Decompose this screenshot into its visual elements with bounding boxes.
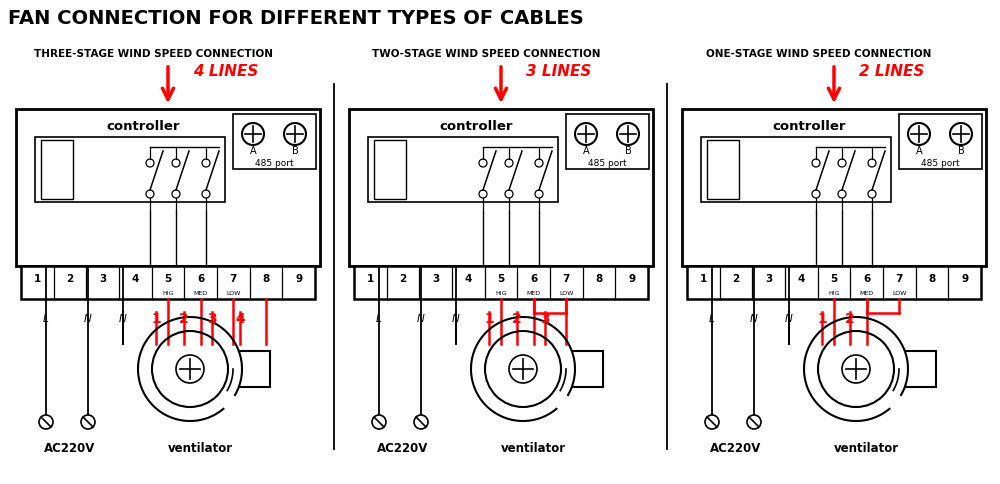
- Text: 4: 4: [235, 312, 245, 326]
- Text: 3: 3: [432, 273, 439, 284]
- FancyBboxPatch shape: [707, 140, 739, 199]
- Text: 8: 8: [595, 273, 603, 284]
- FancyBboxPatch shape: [566, 114, 649, 169]
- Text: MED: MED: [527, 291, 541, 296]
- Text: 1: 1: [367, 273, 374, 284]
- Text: HIG: HIG: [828, 291, 840, 296]
- Text: N: N: [417, 314, 425, 324]
- Text: L: L: [376, 314, 382, 324]
- Text: 1: 1: [700, 273, 707, 284]
- Text: 5: 5: [497, 273, 505, 284]
- FancyBboxPatch shape: [899, 114, 982, 169]
- Text: 3: 3: [540, 312, 550, 326]
- FancyBboxPatch shape: [374, 140, 406, 199]
- Text: B: B: [625, 146, 631, 156]
- FancyBboxPatch shape: [368, 137, 558, 202]
- Text: 9: 9: [961, 273, 968, 284]
- FancyBboxPatch shape: [687, 266, 981, 299]
- Text: AC220V: AC220V: [710, 442, 762, 455]
- FancyBboxPatch shape: [701, 137, 891, 202]
- Text: 4: 4: [798, 273, 805, 284]
- Text: 6: 6: [530, 273, 537, 284]
- Text: 485 port: 485 port: [588, 158, 626, 167]
- Text: 4 LINES: 4 LINES: [193, 64, 259, 79]
- Text: ventilator: ventilator: [500, 442, 566, 455]
- Text: 4: 4: [465, 273, 472, 284]
- FancyBboxPatch shape: [233, 114, 316, 169]
- Text: 1: 1: [817, 312, 827, 326]
- FancyBboxPatch shape: [354, 266, 648, 299]
- Text: 8: 8: [928, 273, 936, 284]
- Text: AC220V: AC220V: [377, 442, 429, 455]
- Text: 3: 3: [765, 273, 772, 284]
- Text: N: N: [452, 314, 460, 324]
- Text: MED: MED: [194, 291, 208, 296]
- Text: 1: 1: [484, 312, 494, 326]
- Text: 7: 7: [563, 273, 570, 284]
- Text: 7: 7: [230, 273, 237, 284]
- FancyBboxPatch shape: [21, 266, 315, 299]
- Text: A: A: [583, 146, 589, 156]
- Text: 7: 7: [896, 273, 903, 284]
- Text: AC220V: AC220V: [44, 442, 96, 455]
- Text: FAN CONNECTION FOR DIFFERENT TYPES OF CABLES: FAN CONNECTION FOR DIFFERENT TYPES OF CA…: [8, 10, 584, 29]
- Text: HIG: HIG: [162, 291, 174, 296]
- Text: 9: 9: [628, 273, 635, 284]
- Text: ventilator: ventilator: [833, 442, 899, 455]
- Text: 3: 3: [99, 273, 106, 284]
- Text: THREE-STAGE WIND SPEED CONNECTION: THREE-STAGE WIND SPEED CONNECTION: [34, 49, 272, 59]
- Text: 3 LINES: 3 LINES: [526, 64, 592, 79]
- Text: N: N: [84, 314, 92, 324]
- Text: 9: 9: [295, 273, 302, 284]
- Text: 2 LINES: 2 LINES: [859, 64, 925, 79]
- Text: HIG: HIG: [495, 291, 507, 296]
- Text: 2: 2: [512, 312, 522, 326]
- Text: A: A: [250, 146, 256, 156]
- Text: N: N: [785, 314, 793, 324]
- Text: 1: 1: [34, 273, 41, 284]
- FancyBboxPatch shape: [35, 137, 225, 202]
- Text: 485 port: 485 port: [921, 158, 959, 167]
- Text: 2: 2: [66, 273, 74, 284]
- Text: controller: controller: [106, 121, 180, 134]
- Text: A: A: [916, 146, 922, 156]
- Text: MED: MED: [860, 291, 874, 296]
- Text: B: B: [292, 146, 298, 156]
- Text: 5: 5: [164, 273, 172, 284]
- FancyBboxPatch shape: [41, 140, 73, 199]
- Text: 3: 3: [207, 312, 217, 326]
- Text: LOW: LOW: [226, 291, 241, 296]
- Text: 2: 2: [399, 273, 407, 284]
- Text: controller: controller: [439, 121, 513, 134]
- Text: 2: 2: [179, 312, 189, 326]
- Text: N: N: [119, 314, 127, 324]
- Text: TWO-STAGE WIND SPEED CONNECTION: TWO-STAGE WIND SPEED CONNECTION: [372, 49, 600, 59]
- Text: LOW: LOW: [559, 291, 574, 296]
- Text: L: L: [43, 314, 49, 324]
- Text: 5: 5: [830, 273, 838, 284]
- Text: L: L: [709, 314, 715, 324]
- Text: 6: 6: [197, 273, 204, 284]
- Text: ONE-STAGE WIND SPEED CONNECTION: ONE-STAGE WIND SPEED CONNECTION: [706, 49, 932, 59]
- Text: 485 port: 485 port: [255, 158, 293, 167]
- Text: ventilator: ventilator: [167, 442, 233, 455]
- Text: 8: 8: [262, 273, 270, 284]
- FancyBboxPatch shape: [682, 109, 986, 266]
- Text: 1: 1: [151, 312, 161, 326]
- Text: 6: 6: [863, 273, 870, 284]
- Text: controller: controller: [772, 121, 846, 134]
- Text: B: B: [958, 146, 964, 156]
- Text: N: N: [750, 314, 758, 324]
- Text: 4: 4: [132, 273, 139, 284]
- Text: 2: 2: [732, 273, 740, 284]
- Text: 2: 2: [845, 312, 855, 326]
- FancyBboxPatch shape: [349, 109, 653, 266]
- Text: LOW: LOW: [892, 291, 907, 296]
- FancyBboxPatch shape: [16, 109, 320, 266]
